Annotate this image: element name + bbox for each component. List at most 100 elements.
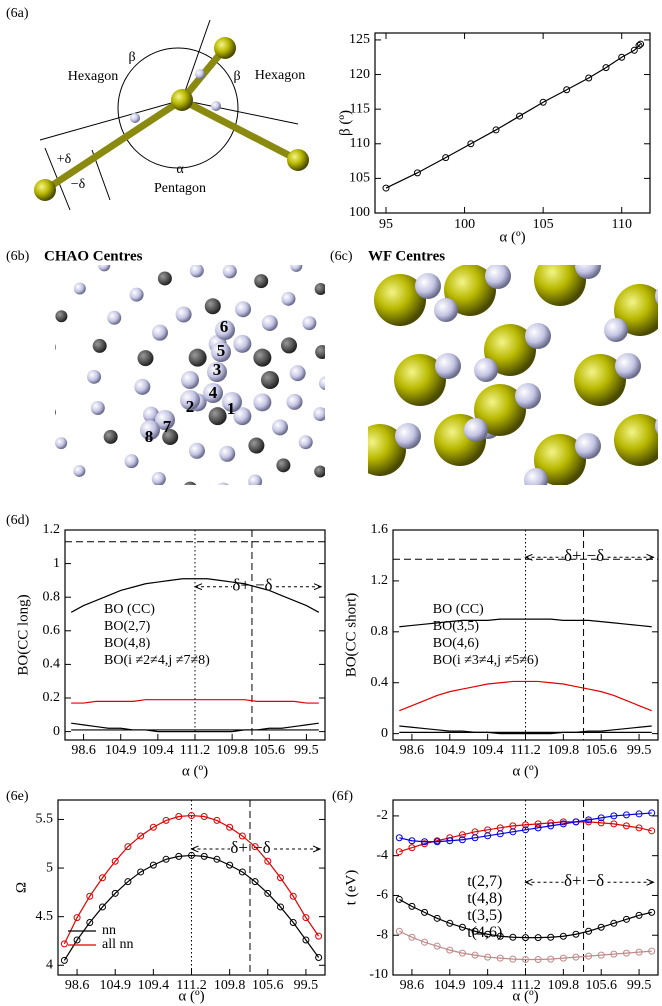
marker xyxy=(585,952,593,960)
marker xyxy=(111,889,119,897)
x-tick-label: 111.2 xyxy=(180,743,210,758)
chart: 0 0.4 0.8 1.2 1.6 98.6 104.9 109.4 111.2 109.8 105… xyxy=(343,522,659,779)
atom xyxy=(534,265,586,306)
marker xyxy=(585,74,593,82)
atom xyxy=(217,482,229,485)
y-tick-label: 1 xyxy=(53,556,60,571)
atom xyxy=(55,310,68,323)
centre xyxy=(435,353,461,379)
y-tick-label: 100 xyxy=(349,205,370,220)
centre xyxy=(395,423,421,449)
y-axis-label: β (º) xyxy=(337,110,353,136)
marker xyxy=(585,927,593,935)
line xyxy=(71,722,319,733)
marker xyxy=(610,919,618,927)
atom xyxy=(280,337,297,354)
atom xyxy=(235,301,252,318)
centre xyxy=(474,358,498,382)
centre xyxy=(195,69,205,79)
atom xyxy=(207,362,227,382)
atom xyxy=(203,383,223,403)
y-tick-label: 105 xyxy=(349,171,370,186)
x-tick-label: 105 xyxy=(533,217,554,232)
angle-circle xyxy=(117,47,239,169)
x-tick-label: 99.5 xyxy=(627,743,652,758)
centre xyxy=(344,458,368,482)
marker xyxy=(302,936,310,944)
marker xyxy=(421,908,429,916)
marker xyxy=(213,816,221,824)
atom xyxy=(140,420,160,440)
centre xyxy=(615,353,641,379)
x-tick-label: 109.8 xyxy=(214,978,246,993)
x-tick-label: 99.5 xyxy=(294,978,319,993)
y-axis-label: BO(CC long) xyxy=(15,594,31,675)
marker xyxy=(484,832,492,840)
diagram-label: β xyxy=(233,69,240,84)
atom-label: 8 xyxy=(145,427,154,446)
marker xyxy=(421,938,429,946)
marker xyxy=(522,955,529,963)
atom xyxy=(211,342,231,362)
legend-label: BO(3,5) xyxy=(433,619,480,634)
atom xyxy=(314,465,325,478)
atom xyxy=(134,378,151,395)
atom xyxy=(162,429,179,446)
atom xyxy=(129,287,144,302)
centre xyxy=(525,323,551,349)
legend-label: BO(i ≠2≠4,j ≠7≠8) xyxy=(104,653,210,668)
atom xyxy=(184,481,197,485)
x-tick-label: 105.6 xyxy=(585,743,617,758)
guide-line xyxy=(181,19,211,101)
marker xyxy=(162,816,170,824)
legend-label: all nn xyxy=(102,937,134,952)
diagram-label: −δ xyxy=(71,177,86,192)
panel-title: CHAO Centres xyxy=(44,248,143,264)
atom xyxy=(315,345,325,360)
x-tick-label: 100 xyxy=(454,217,475,232)
atom xyxy=(614,414,658,466)
atom xyxy=(73,282,86,295)
atom xyxy=(261,371,279,389)
atom xyxy=(474,384,526,436)
centre xyxy=(604,318,628,342)
marker xyxy=(547,933,555,941)
marker xyxy=(277,874,284,882)
line xyxy=(70,578,320,613)
chart: 4 4.5 5 5.5 98.6 104.9 109.4 111.2 109.8 105.6 99.… xyxy=(13,799,326,1004)
atom xyxy=(188,348,207,367)
centre xyxy=(524,468,548,485)
x-tick-label: 109.8 xyxy=(548,978,580,993)
marker xyxy=(585,818,593,826)
marker xyxy=(200,813,208,821)
line xyxy=(385,43,641,189)
x-tick-label: 109.8 xyxy=(548,743,580,758)
y-tick-label: 0.4 xyxy=(43,657,61,672)
marker xyxy=(484,930,492,938)
centre xyxy=(415,273,441,299)
atom xyxy=(180,390,200,410)
atom xyxy=(314,283,325,296)
marker xyxy=(162,855,170,863)
atom xyxy=(175,306,192,323)
annotation: −δ xyxy=(255,576,273,595)
marker xyxy=(509,955,517,963)
marker xyxy=(149,861,157,869)
y-axis-label: BO(CC short) xyxy=(343,593,359,678)
marker xyxy=(60,956,68,964)
marker xyxy=(238,868,246,876)
legend-label: nn xyxy=(102,923,116,938)
atom xyxy=(253,393,272,412)
marker xyxy=(471,927,479,935)
y-tick-label: 5.5 xyxy=(36,812,54,827)
marker xyxy=(302,914,310,922)
marker xyxy=(421,840,429,848)
marker xyxy=(635,948,643,956)
annotation: −δ xyxy=(587,546,605,565)
marker xyxy=(622,949,630,957)
marker xyxy=(534,934,542,942)
atom xyxy=(222,392,242,412)
marker xyxy=(484,953,492,961)
marker xyxy=(622,822,630,830)
y-tick-label: 0 xyxy=(53,724,60,739)
